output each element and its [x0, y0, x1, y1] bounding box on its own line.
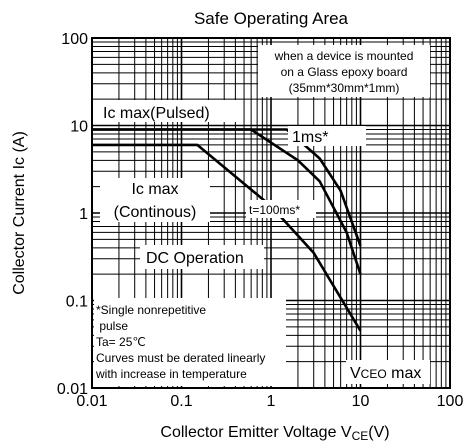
ic-max-cont-label-1: Ic max — [131, 181, 178, 198]
y-tick-label: 100 — [61, 31, 88, 48]
vceo-tail: max — [387, 365, 422, 382]
mount-note-line-3: (35mm*30mm*1mm) — [289, 81, 400, 95]
vceo-v: V — [350, 365, 361, 382]
mount-note-line-2: on a Glass epoxy board — [281, 65, 408, 79]
x-axis-label-unit: (V) — [368, 424, 389, 441]
footnote-line-4: Curves must be derated linearly — [96, 351, 265, 365]
footnote-box — [94, 298, 286, 386]
t100ms-label: t=100ms* — [249, 203, 300, 217]
mount-note-line-1: when a device is mounted — [274, 49, 414, 63]
y-axis-label: Collector Current Ic (A) — [11, 131, 28, 295]
x-tick-label: 10 — [352, 393, 370, 410]
dc-label-bg — [140, 245, 264, 269]
ic-max-cont-label-2: (Continous) — [114, 204, 197, 221]
footnote-line-5: with increase in temperature — [95, 367, 247, 381]
ic-max-pulsed-label: Ic max(Pulsed) — [103, 105, 210, 122]
y-tick-label: 1 — [79, 206, 88, 223]
x-tick-label: 0.01 — [76, 393, 107, 410]
y-tick-label: 10 — [70, 119, 88, 136]
footnote-line-3: Ta= 25℃ — [96, 335, 146, 349]
x-tick-label: 0.1 — [170, 393, 192, 410]
mount-note: when a device is mounted on a Glass epox… — [258, 45, 430, 97]
tick-labels: 0.01 0.1 1 10 100 0.01 0.1 1 10 100 — [57, 31, 464, 410]
vceo-label-bg — [346, 360, 430, 384]
x-tick-label: 100 — [437, 393, 464, 410]
one-ms-label-bg — [288, 126, 366, 146]
x-axis-label-sub: CE — [352, 429, 369, 443]
dc-operation-label: DC Operation — [146, 250, 244, 267]
y-tick-label: 0.1 — [66, 294, 88, 311]
vceo-max-label: VCEO max — [350, 365, 421, 382]
x-axis-label-main: Collector Emitter Voltage V — [160, 424, 352, 441]
plot-frame — [91, 37, 451, 389]
footnote-line-2: pulse — [96, 319, 128, 333]
footnote: *Single nonrepetitive pulse Ta= 25℃ Curv… — [94, 298, 286, 386]
one-ms-label: 1ms* — [292, 129, 328, 146]
y-tick-label: 0.01 — [57, 381, 88, 398]
footnote-line-1: *Single nonrepetitive — [96, 303, 206, 317]
t100ms-label-bg — [246, 200, 316, 218]
x-tick-label: 1 — [267, 393, 276, 410]
ic-pulsed-label-bg — [96, 100, 240, 122]
vceo-sub: CEO — [361, 367, 387, 381]
ic-cont-label-bg — [100, 178, 210, 222]
x-axis-label: Collector Emitter Voltage VCE(V) — [160, 424, 389, 443]
soa-curve-2 — [92, 128, 362, 275]
chart-title: Safe Operating Area — [194, 9, 349, 28]
mount-note-box — [258, 45, 430, 97]
